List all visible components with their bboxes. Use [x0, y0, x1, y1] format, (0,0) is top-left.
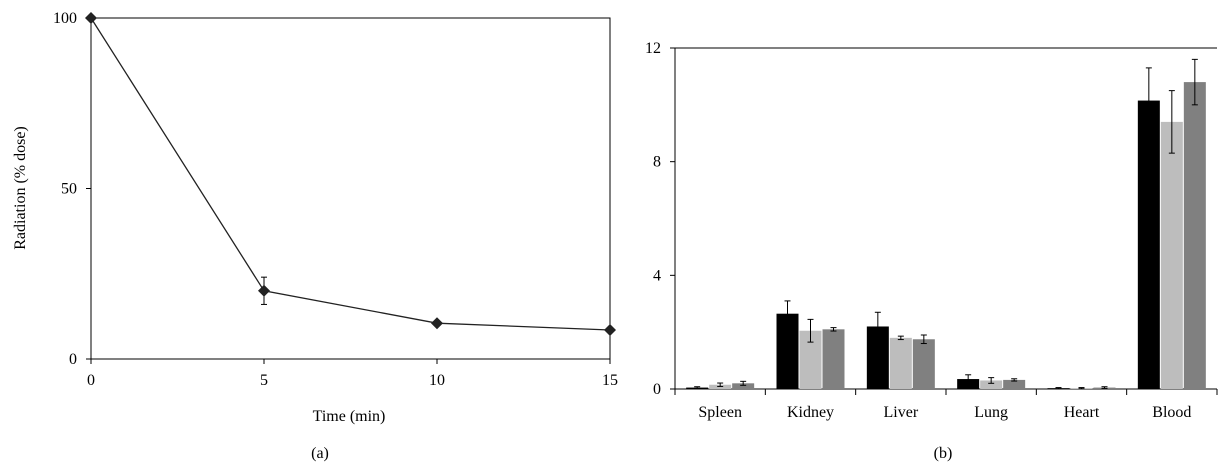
bar	[1160, 121, 1183, 389]
data-point-diamond	[604, 324, 616, 337]
bar	[1003, 379, 1026, 389]
bar	[732, 383, 755, 389]
x-tick-label: Spleen	[698, 404, 742, 421]
y-tick-label: 100	[53, 10, 77, 27]
panel-a-x-axis-title: Time (min)	[313, 408, 386, 425]
panel-a-series	[85, 12, 616, 337]
x-tick-label: 5	[260, 372, 268, 389]
data-point-diamond	[258, 284, 270, 297]
bar	[866, 326, 889, 389]
x-tick-label: Kidney	[787, 404, 834, 421]
bar	[799, 330, 822, 389]
panel-b-bar-chart: 0 4 8 12 Spleen Kidney Liver Lung Heart Blood (b)	[645, 40, 1218, 462]
bar	[1183, 82, 1206, 389]
data-point-diamond	[85, 12, 97, 24]
x-tick-label: 15	[602, 372, 618, 389]
bar	[912, 339, 935, 389]
series-line	[90, 17, 611, 331]
bar	[822, 329, 845, 389]
bar	[957, 379, 980, 389]
panel-b-label: (b)	[934, 445, 953, 462]
y-tick-label: 8	[653, 154, 661, 171]
panel-a-label: (a)	[311, 445, 329, 462]
y-tick-label: 0	[653, 381, 661, 398]
x-tick-label: 0	[87, 372, 95, 389]
panel-b-ticks: 0 4 8 12 Spleen Kidney Liver Lung Heart Blood	[645, 40, 1218, 421]
x-tick-label: Heart	[1064, 404, 1100, 421]
x-tick-label: Lung	[974, 404, 1008, 421]
bar	[980, 380, 1003, 389]
panel-a-ticks: 0 5 10 15 0 50 100	[53, 10, 618, 389]
x-tick-label: Liver	[884, 404, 919, 421]
bar	[889, 337, 912, 389]
bar	[776, 313, 799, 389]
x-tick-label: Blood	[1152, 404, 1191, 421]
panel-b-bars	[686, 58, 1206, 390]
y-tick-label: 50	[61, 181, 77, 198]
x-tick-label: 10	[429, 372, 445, 389]
data-point-diamond	[431, 317, 443, 330]
panel-a-line-chart: 0 5 10 15 0 50 100 Time (min) Radiation (% dos…	[12, 10, 618, 462]
y-tick-label: 0	[69, 351, 77, 368]
y-tick-label: 4	[653, 267, 661, 284]
panel-a-plot-frame	[90, 17, 611, 360]
panel-a-y-axis-title: Radiation (% dose)	[12, 126, 29, 250]
bar	[1137, 100, 1160, 389]
y-tick-label: 12	[645, 40, 661, 57]
